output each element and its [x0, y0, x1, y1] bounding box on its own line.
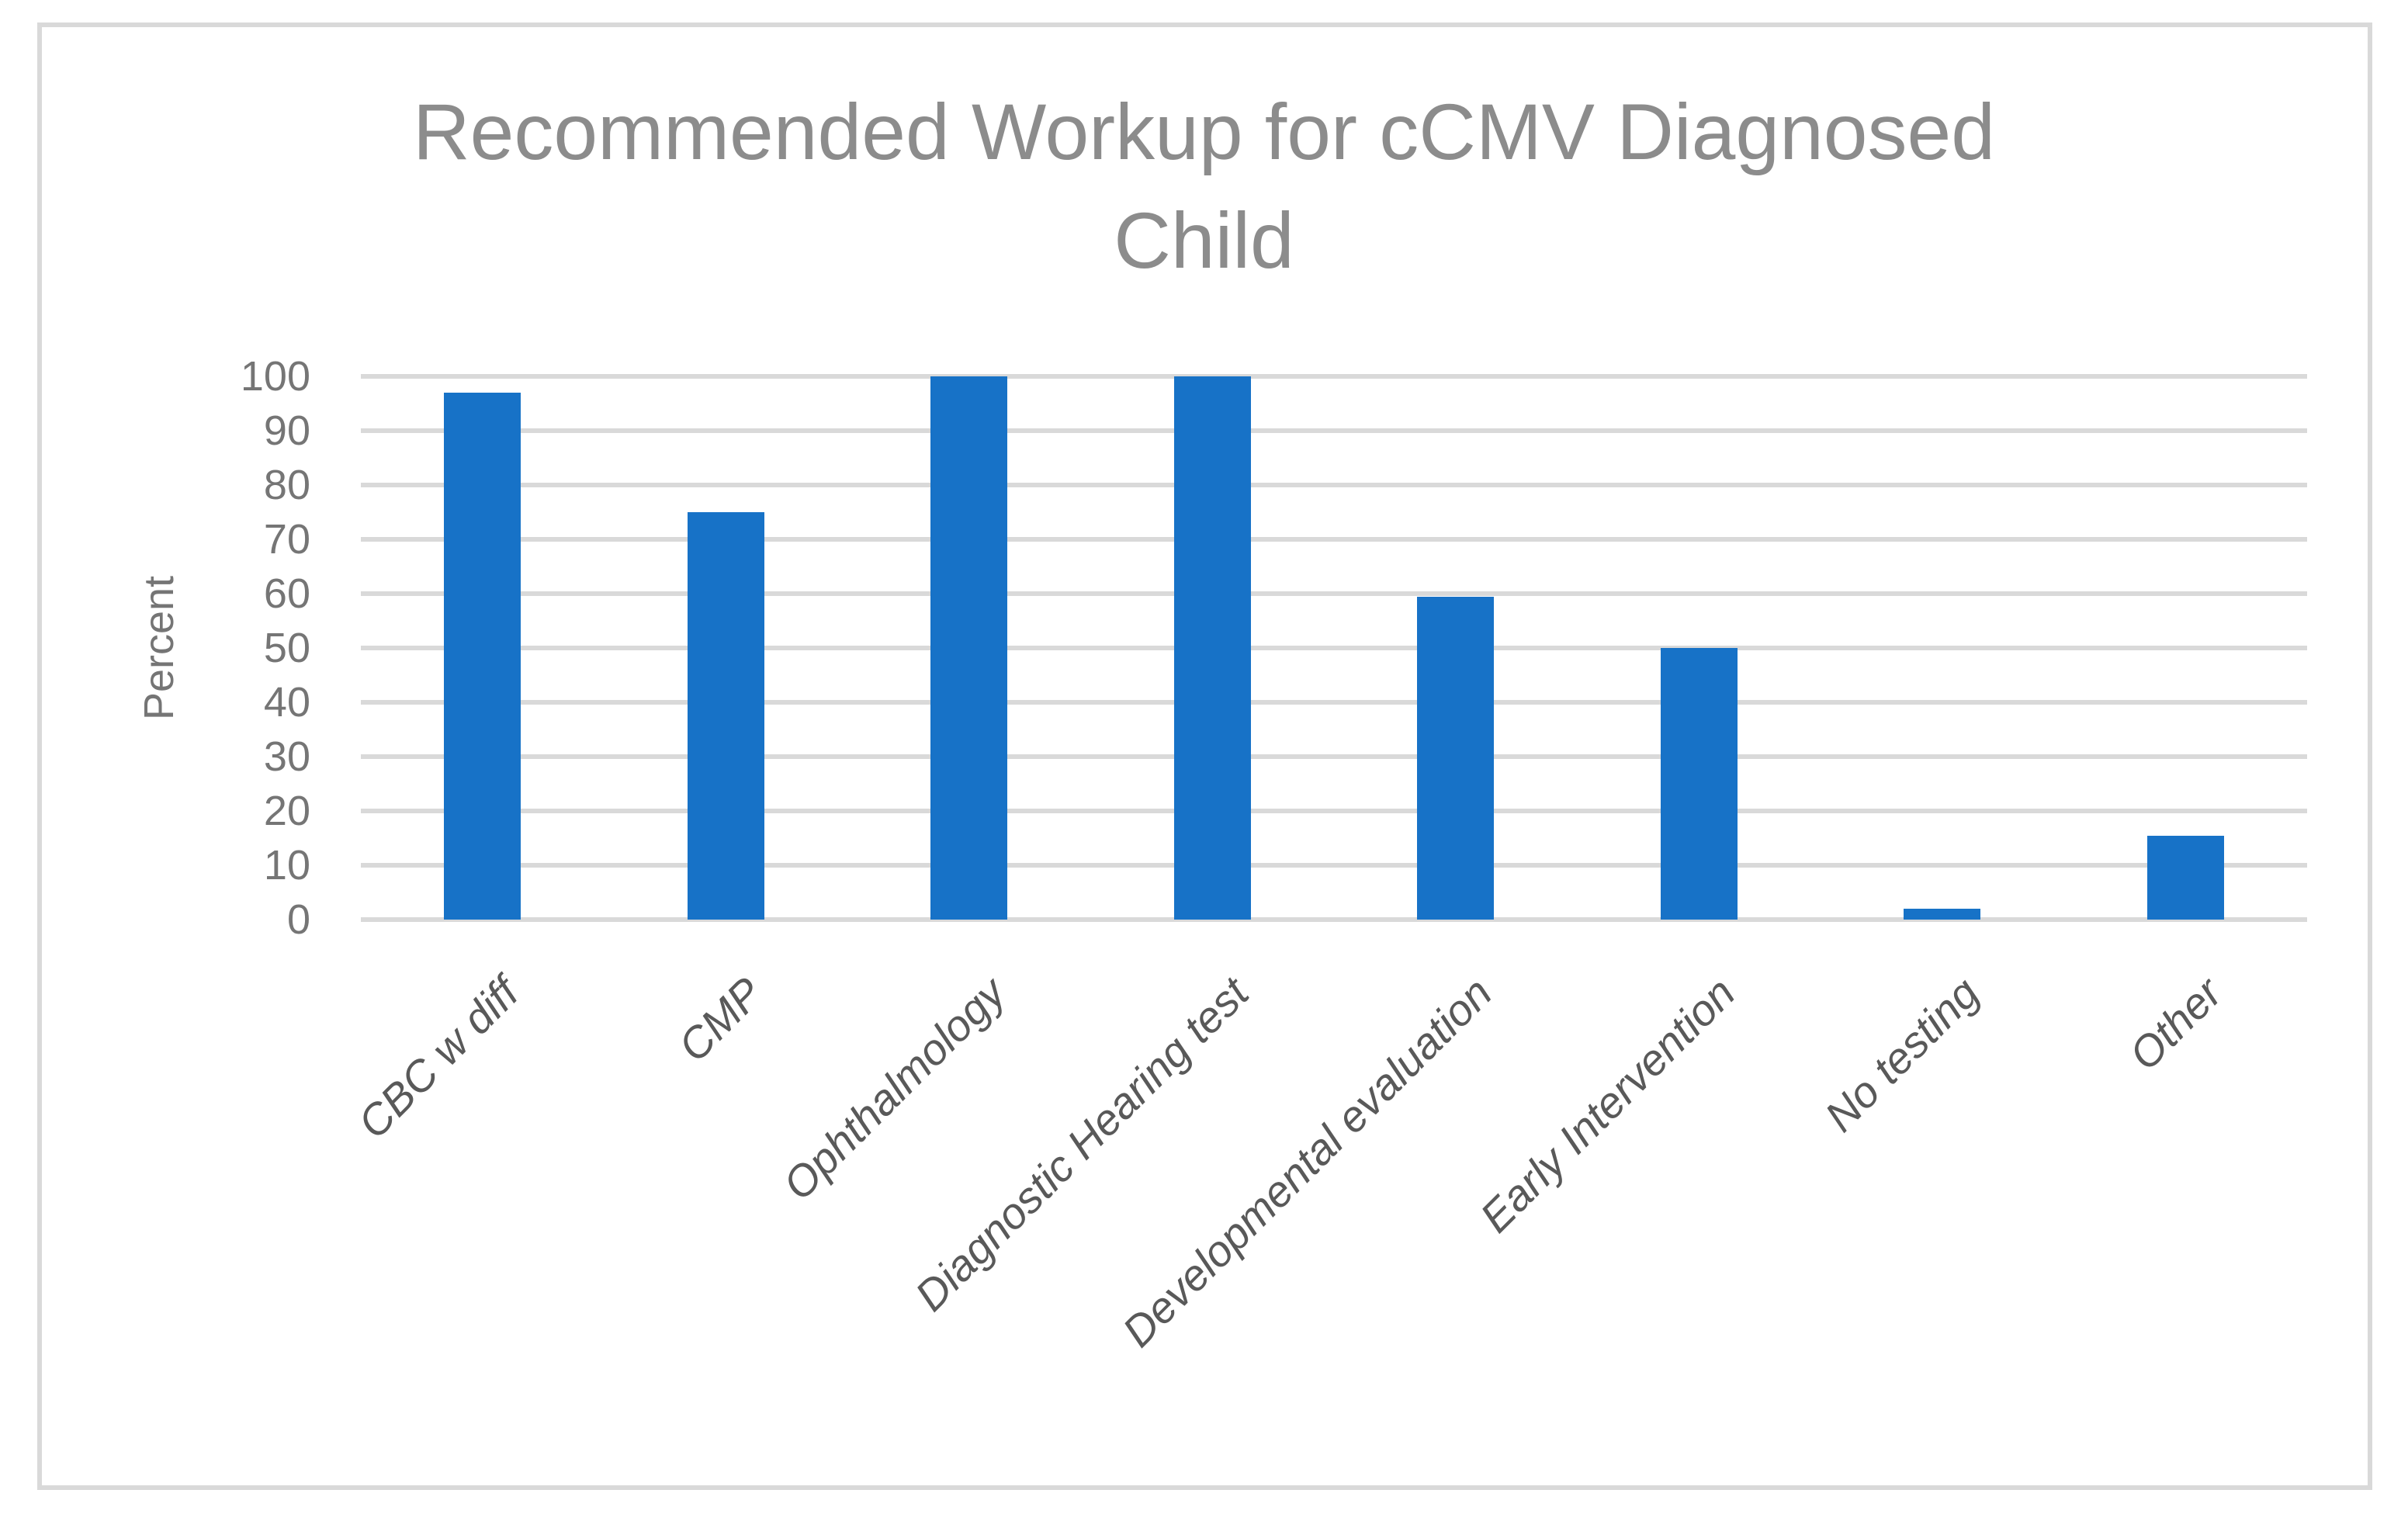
y-tick-label-80: 80 [263, 462, 310, 508]
y-tick-label-90: 90 [263, 407, 310, 454]
gridline-y-50 [361, 646, 2307, 650]
gridline-y-80 [361, 483, 2307, 487]
y-tick-label-70: 70 [263, 516, 310, 563]
bar-early-intervention [1660, 648, 1738, 920]
y-tick-label-0: 0 [286, 896, 310, 943]
y-tick-label-10: 10 [263, 842, 310, 889]
gridline-y-20 [361, 809, 2307, 813]
gridline-y-70 [361, 537, 2307, 542]
gridline-y-10 [361, 863, 2307, 868]
chart-title-line-2: Child [1114, 196, 1294, 285]
plot-area [361, 374, 2307, 922]
bar-ophthalmology [930, 376, 1008, 920]
gridline-y-90 [361, 428, 2307, 433]
y-tick-label-50: 50 [263, 625, 310, 671]
gridline-y-30 [361, 754, 2307, 759]
bar-diagnostic-hearing-test [1173, 376, 1251, 920]
y-axis-title: Percent [136, 575, 182, 721]
bar-cmp [687, 512, 764, 920]
y-tick-label-100: 100 [240, 353, 310, 400]
y-tick-label-20: 20 [263, 788, 310, 834]
x-axis-line [361, 917, 2307, 922]
bar-developmental-evaluation [1417, 596, 1495, 920]
y-tick-label-60: 60 [263, 570, 310, 617]
y-tick-label-40: 40 [263, 679, 310, 726]
gridline-y-40 [361, 700, 2307, 705]
gridline-y-60 [361, 591, 2307, 596]
gridline-y-100 [361, 374, 2307, 379]
chart-title-line-1: Recommended Workup for cCMV Diagnosed [412, 88, 1995, 176]
y-tick-label-30: 30 [263, 733, 310, 780]
bar-no-testing [1904, 909, 1981, 920]
bar-other [2146, 835, 2224, 920]
chart-title: Recommended Workup for cCMV Diagnosed Ch… [0, 78, 2408, 295]
bar-cbc-w-diff [444, 393, 521, 920]
